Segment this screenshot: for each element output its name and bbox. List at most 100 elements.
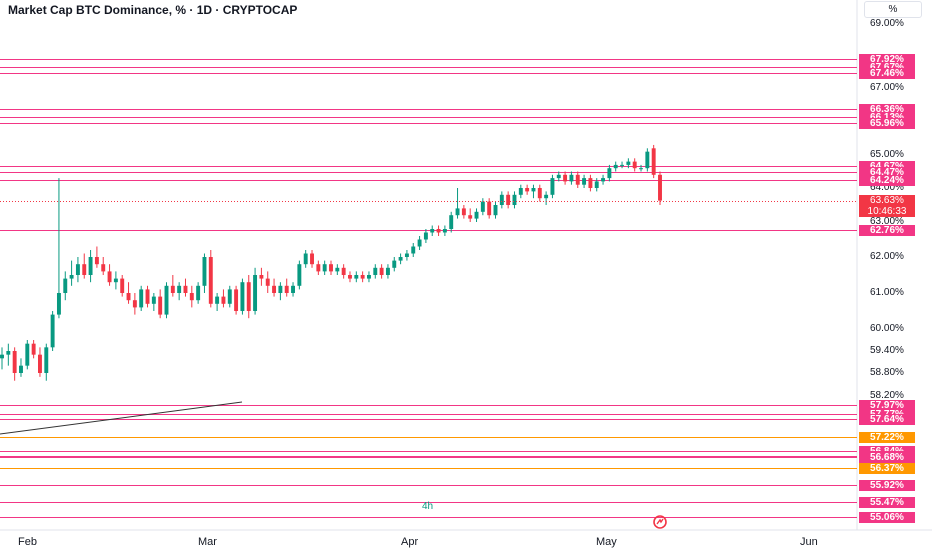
candle	[94, 246, 99, 268]
candle	[215, 293, 220, 311]
candle-body-up	[569, 174, 574, 182]
candle-body-up	[215, 296, 220, 304]
candle	[177, 282, 182, 301]
candle	[639, 164, 643, 172]
candle-body-down	[379, 267, 384, 275]
candle	[12, 347, 17, 381]
candle-body-up	[556, 174, 561, 179]
candle-body-up	[196, 285, 201, 301]
candle	[499, 191, 504, 209]
candle	[101, 257, 106, 275]
candle-body-up	[594, 181, 599, 188]
candle-body-up	[455, 208, 460, 216]
tradingview-logo-icon[interactable]	[651, 515, 669, 529]
candle-body-up	[19, 365, 23, 373]
level-price-tag: 64.47%	[859, 167, 915, 178]
candle-body-down	[468, 215, 473, 219]
candle-body-down	[265, 278, 270, 286]
candle	[385, 264, 390, 279]
candle-body-down	[183, 285, 188, 293]
candle-body-up	[240, 282, 245, 311]
candle	[651, 144, 656, 179]
candle-body-up	[63, 278, 68, 293]
candle	[139, 285, 144, 311]
candle-body-up	[620, 164, 624, 166]
candle	[208, 250, 213, 308]
unit-toggle-button[interactable]: %	[864, 1, 922, 18]
candle-body-up	[398, 257, 403, 261]
level-price-tag: 57.64%	[859, 414, 915, 425]
candle	[50, 311, 55, 351]
candle-body-up	[0, 354, 4, 359]
candle	[607, 164, 612, 182]
candle-body-down	[38, 354, 42, 373]
candle-body-up	[613, 164, 618, 169]
candle	[512, 191, 517, 209]
candle-body-up	[392, 260, 397, 268]
candle	[25, 340, 30, 370]
candle	[272, 278, 277, 297]
candle	[132, 293, 137, 315]
candle	[189, 285, 194, 308]
candle	[82, 253, 87, 279]
candle-body-down	[272, 285, 277, 293]
candle-body-down	[31, 343, 36, 355]
price-axis-tick: 58.20%	[870, 390, 904, 401]
candle-body-up	[493, 205, 498, 216]
candle	[284, 278, 289, 297]
candle-body-up	[417, 239, 422, 247]
candle-body-up	[278, 285, 283, 293]
candle-body-down	[120, 278, 125, 293]
candle	[196, 282, 201, 304]
candle-body-up	[164, 285, 169, 315]
candle	[417, 236, 422, 250]
candle	[253, 267, 258, 315]
candle-body-down	[246, 282, 251, 311]
candle-body-down	[575, 174, 580, 185]
candle	[113, 271, 118, 290]
bar-countdown: 10:46:33	[867, 206, 907, 217]
candle	[316, 260, 321, 275]
candle-body-up	[449, 215, 454, 229]
candle	[291, 282, 295, 297]
candle-body-down	[132, 300, 137, 308]
candle	[120, 275, 125, 297]
candle-body-down	[632, 161, 637, 169]
candle-body-up	[56, 293, 61, 315]
candle	[278, 282, 283, 301]
candle	[227, 285, 232, 308]
candle	[626, 158, 631, 169]
candle-body-up	[113, 278, 118, 283]
candle	[145, 285, 150, 308]
candle-body-up	[645, 151, 650, 169]
candle-body-up	[50, 314, 55, 348]
candle	[563, 171, 568, 185]
horizontal-levels[interactable]	[0, 59, 857, 518]
candle-body-down	[329, 264, 333, 272]
time-axis-tick: Mar	[198, 536, 217, 548]
trend-line[interactable]	[0, 401, 243, 435]
candle	[531, 184, 536, 199]
level-price-tag: 55.06%	[859, 512, 915, 523]
candle	[632, 158, 637, 172]
candle-body-up	[550, 178, 555, 195]
candle	[423, 229, 428, 243]
candle-body-up	[291, 285, 295, 293]
candle-body-up	[512, 194, 517, 205]
candle-body-up	[480, 201, 485, 212]
candle-body-up	[607, 168, 612, 179]
candle-body-up	[139, 289, 144, 308]
candle	[221, 289, 226, 308]
candle	[373, 264, 378, 279]
candle-body-down	[310, 253, 314, 265]
level-price-tag: 67.67%	[859, 62, 915, 73]
candle-body-up	[518, 188, 523, 195]
candle	[310, 250, 314, 268]
price-axis-tick: 59.40%	[870, 345, 904, 356]
candle	[506, 191, 511, 209]
time-axis-tick: Jun	[800, 536, 818, 548]
candle	[265, 271, 270, 293]
level-price-tag: 57.97%	[859, 400, 915, 411]
candle	[658, 171, 662, 205]
